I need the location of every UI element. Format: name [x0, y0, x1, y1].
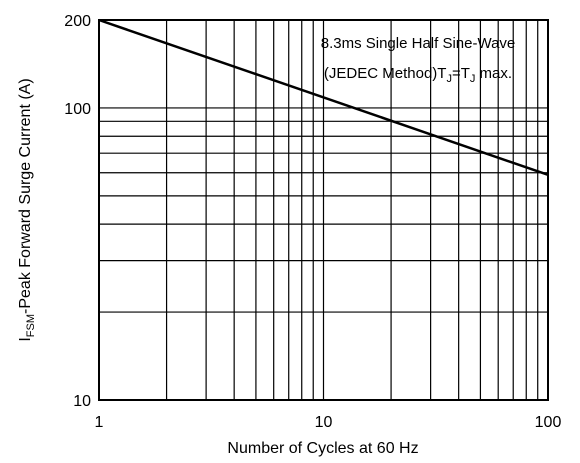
annotation-line-1: 8.3ms Single Half Sine-Wave	[321, 35, 516, 52]
surge-current-line	[98, 18, 549, 177]
plot-frame	[98, 19, 549, 401]
y-tick-label: 100	[64, 101, 91, 118]
y-tick-label: 10	[73, 393, 91, 410]
annotation-line-2-part-3: max.	[475, 65, 512, 82]
y-axis-title: IFSM-Peak Forward Surge Current (A)	[17, 78, 37, 341]
x-axis-title: Number of Cycles at 60 Hz	[227, 440, 418, 457]
y-axis-title-suffix: -Peak Forward Surge Current (A)	[17, 78, 34, 314]
annotation-line-2-part-2: =T	[452, 65, 470, 82]
annotation-subscript-1: J	[446, 73, 452, 85]
annotation-line-2: (JEDEC Method)TJ=TJ max.	[324, 65, 512, 85]
x-tick-label: 100	[535, 414, 562, 431]
x-tick-label: 1	[95, 414, 104, 431]
annotation-subscript-2: J	[470, 73, 476, 85]
x-tick-label: 10	[315, 414, 333, 431]
series-layer	[98, 18, 549, 177]
y-axis-title-prefix: I	[17, 337, 34, 341]
annotation-line-2-part-1: (JEDEC Method)T	[324, 65, 447, 82]
y-tick-label: 200	[64, 13, 91, 30]
grid-lines	[99, 20, 548, 400]
y-axis-title-subscript: FSM	[25, 314, 37, 337]
